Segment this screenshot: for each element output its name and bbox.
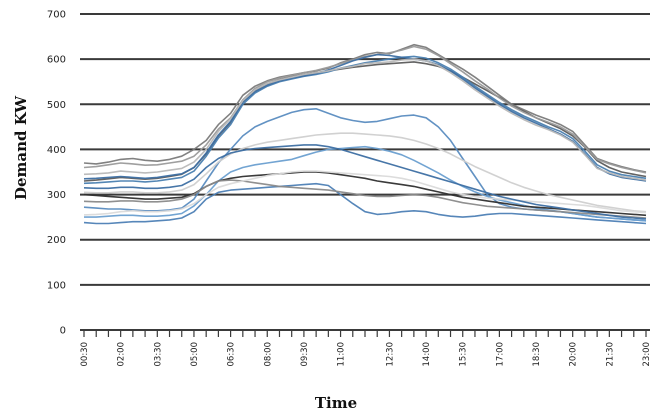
x-axis [80,329,650,337]
y-tick-label: 500 [47,100,66,111]
x-tick-label: 05:00 [190,342,200,367]
y-tick-label: 0 [60,326,66,337]
x-tick-label: 12:30 [385,342,395,367]
x-tick-labels: 00:30 02:00 03:30 05:00 06:30 08:00 09:30 11:00… [80,342,652,367]
x-axis-title: Time [315,394,357,412]
x-tick-label: 03:30 [153,342,163,367]
x-tick-label: 00:30 [80,342,90,367]
x-tick-label: 21:30 [605,342,615,367]
x-tick-label: 09:30 [300,342,310,367]
y-tick-labels: 0 100 200 300 400 500 600 700 [47,10,66,337]
x-tick-label: 23:00 [642,342,652,367]
y-tick-label: 600 [47,55,66,66]
series-line-12 [83,179,647,219]
x-tick-label: 17:00 [495,342,505,367]
y-axis-title: Demand KW [12,95,30,200]
x-tick-label: 02:00 [117,342,127,367]
series-line-13 [83,170,647,216]
x-tick-label: 11:00 [337,342,347,367]
series-lines [83,43,647,225]
series-line-14 [83,144,647,220]
series-line-11 [83,132,647,213]
x-tick-label: 18:30 [532,342,542,367]
x-tick-label: 06:30 [227,342,237,367]
series-line-2 [83,43,647,173]
x-tick-label: 14:00 [422,342,432,367]
y-tick-label: 100 [47,280,66,291]
series-line-5 [83,53,647,182]
y-tick-label: 400 [47,145,66,156]
series-line-4 [83,55,647,185]
series-line-3 [83,45,647,174]
y-tick-label: 200 [47,235,66,246]
x-tick-label: 08:00 [263,342,273,367]
series-line-10 [83,182,647,225]
y-tick-label: 300 [47,190,66,201]
series-line-9 [83,171,647,217]
x-tick-label: 20:00 [569,342,579,367]
gridlines [80,13,650,286]
x-tick-label: 15:30 [459,342,469,367]
y-tick-label: 700 [47,10,66,21]
series-line-6 [83,58,647,181]
